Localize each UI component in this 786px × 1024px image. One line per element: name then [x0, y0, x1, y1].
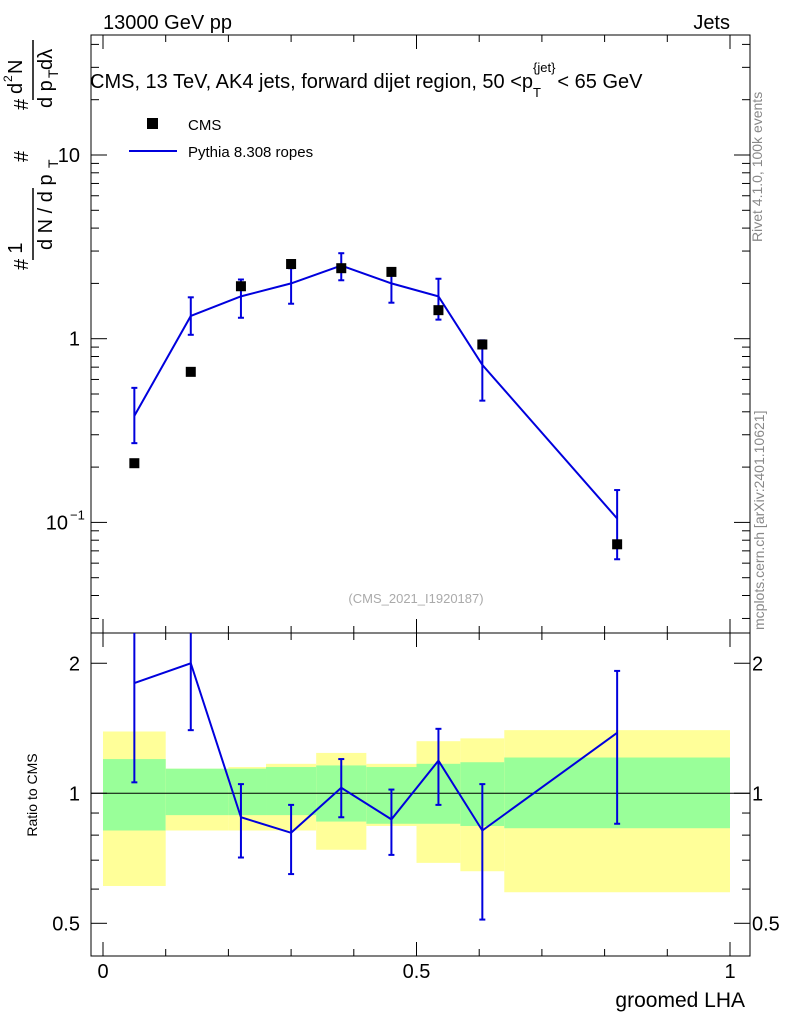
legend: CMS Pythia 8.308 ropes: [129, 117, 313, 161]
y-tick-label-main: 10: [58, 145, 80, 167]
svg-text:d N / d p: d N / d p: [35, 174, 57, 250]
mcplots-source-label: mcplots.cern.ch [arXiv:2401.10621]: [751, 411, 767, 630]
legend-cms-marker: [147, 118, 158, 129]
ratio-bands: [103, 730, 730, 893]
data-point: [477, 339, 488, 350]
header-left: 13000 GeV pp: [103, 12, 232, 34]
svg-text:2: 2: [1, 75, 15, 82]
analysis-watermark: (CMS_2021_I1920187): [348, 591, 483, 606]
x-axis-label: groomed LHA: [615, 989, 745, 1012]
svg-text:#: #: [11, 98, 33, 110]
data-point: [235, 281, 246, 292]
axis-ticks: [91, 35, 750, 956]
y-tick-label-ratio-right: 2: [752, 653, 763, 675]
y-tick-label-main: 10: [46, 512, 68, 534]
data-point: [129, 458, 140, 469]
y-tick-label-exponent: −1: [70, 507, 85, 522]
ratio-y-axis-label: Ratio to CMS: [24, 753, 40, 836]
x-tick-label: 0.5: [403, 961, 431, 983]
header-right: Jets: [693, 12, 730, 34]
data-point: [386, 266, 397, 277]
y-tick-label-main: 1: [69, 329, 80, 351]
svg-text:1: 1: [5, 242, 27, 253]
chart-title: CMS, 13 TeV, AK4 jets, forward dijet reg…: [90, 60, 643, 100]
y-tick-label-ratio-right: 1: [752, 783, 763, 805]
svg-text:N: N: [5, 60, 27, 74]
data-point: [286, 259, 297, 270]
svg-text:T: T: [45, 159, 61, 168]
svg-text:T: T: [45, 69, 61, 78]
ratio-band-inner: [228, 768, 267, 816]
data-point: [336, 263, 347, 274]
x-tick-label: 0: [97, 961, 108, 983]
legend-mc-label: Pythia 8.308 ropes: [188, 144, 313, 161]
data-series-main: [129, 259, 623, 550]
mc-series-main: [131, 252, 621, 561]
y-tick-label-ratio-left: 0.5: [52, 913, 80, 935]
ratio-plot-frame: [90, 632, 751, 957]
svg-text:d: d: [5, 83, 27, 94]
y-tick-label-ratio-left: 1: [69, 783, 80, 805]
svg-text:dλ: dλ: [35, 49, 57, 70]
data-point: [612, 539, 623, 550]
x-tick-label: 1: [724, 961, 735, 983]
main-y-axis-label: # 1 d N / d p T # # d 2 N d p T dλ: [1, 40, 61, 270]
data-point: [185, 366, 196, 377]
svg-text:d p: d p: [35, 80, 57, 108]
legend-cms-label: CMS: [188, 117, 221, 134]
data-point: [433, 305, 444, 316]
rivet-version-label: Rivet 4.1.0, 100k events: [749, 92, 765, 242]
y-tick-label-ratio-left: 2: [69, 653, 80, 675]
svg-text:#: #: [11, 258, 33, 270]
mc-series-ratio: [131, 633, 621, 921]
mc-line: [133, 264, 618, 520]
ratio-band-inner: [165, 768, 229, 816]
y-tick-label-ratio-right: 0.5: [752, 913, 780, 935]
svg-text:#: #: [11, 150, 33, 162]
